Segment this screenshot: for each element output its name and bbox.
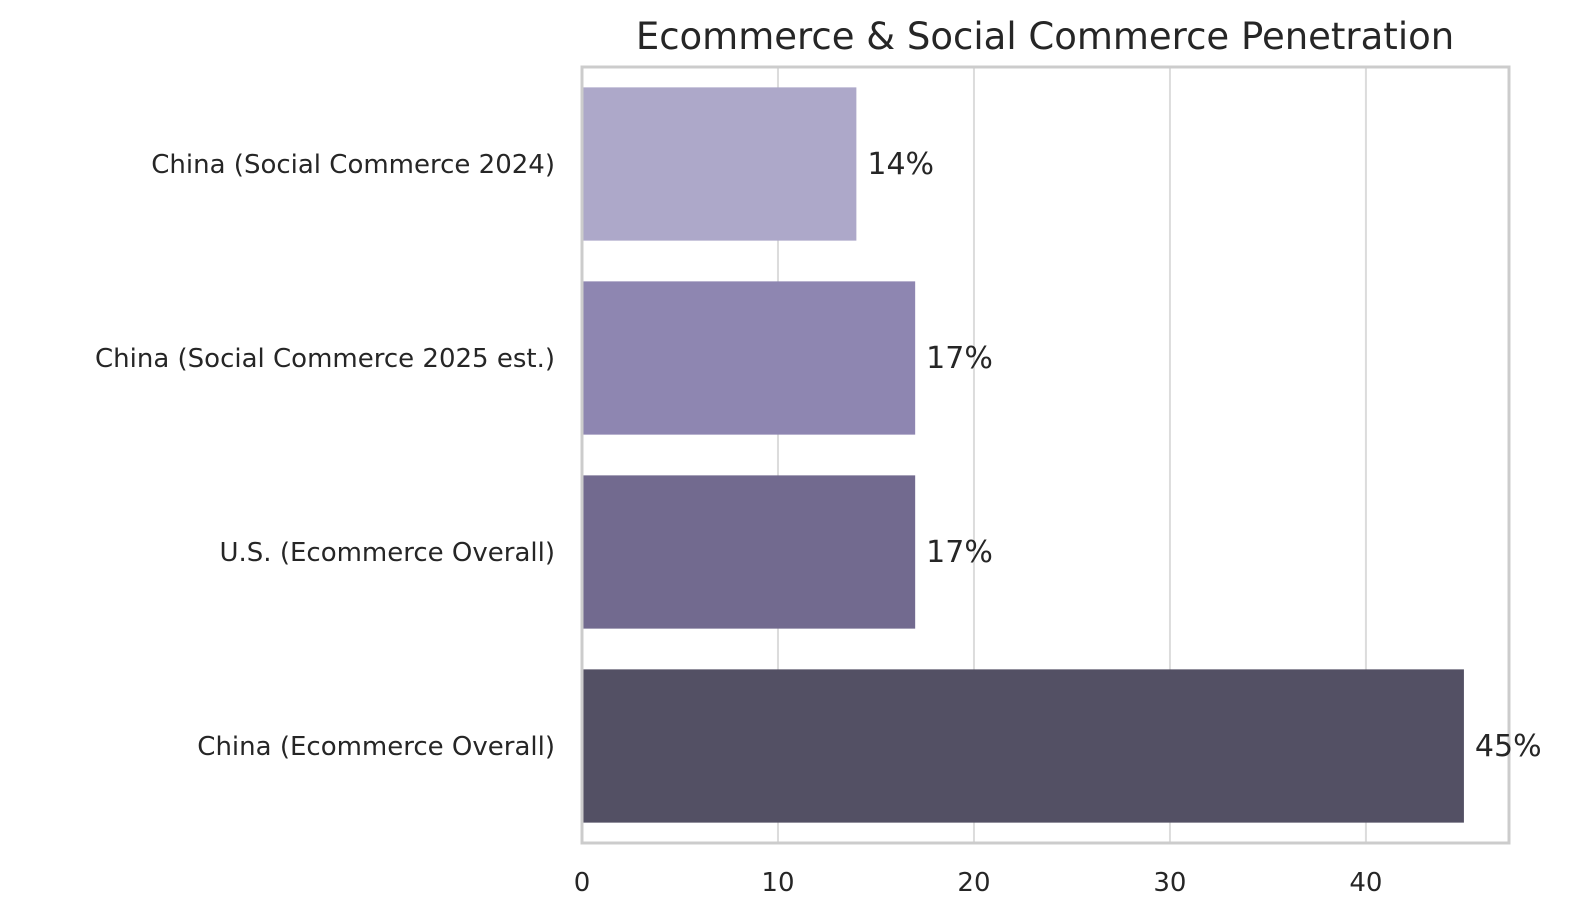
value-label: 14% bbox=[867, 147, 934, 182]
bars bbox=[583, 87, 1464, 823]
x-tick-label: 20 bbox=[957, 868, 990, 898]
category-label: China (Ecommerce Overall) bbox=[197, 732, 555, 762]
chart-title: Ecommerce & Social Commerce Penetration bbox=[636, 15, 1454, 58]
bar bbox=[583, 87, 857, 241]
category-label: U.S. (Ecommerce Overall) bbox=[220, 538, 556, 568]
category-label: China (Social Commerce 2025 est.) bbox=[95, 344, 555, 374]
value-label: 17% bbox=[926, 341, 993, 376]
bar bbox=[583, 669, 1464, 823]
x-tick-label: 30 bbox=[1153, 868, 1186, 898]
x-tick-label: 40 bbox=[1349, 868, 1382, 898]
bar bbox=[583, 475, 916, 629]
x-tick-label: 10 bbox=[761, 868, 794, 898]
value-label: 45% bbox=[1475, 729, 1542, 764]
bar bbox=[583, 281, 916, 435]
value-label: 17% bbox=[926, 535, 993, 570]
category-label: China (Social Commerce 2024) bbox=[151, 150, 555, 180]
value-labels: 14% 17% 17% 45% bbox=[867, 147, 1541, 764]
x-axis-ticks: 0 10 20 30 40 bbox=[574, 868, 1383, 898]
x-tick-label: 0 bbox=[574, 868, 591, 898]
plot-frame bbox=[580, 65, 1511, 845]
category-labels: China (Social Commerce 2024) China (Socia… bbox=[95, 150, 555, 762]
